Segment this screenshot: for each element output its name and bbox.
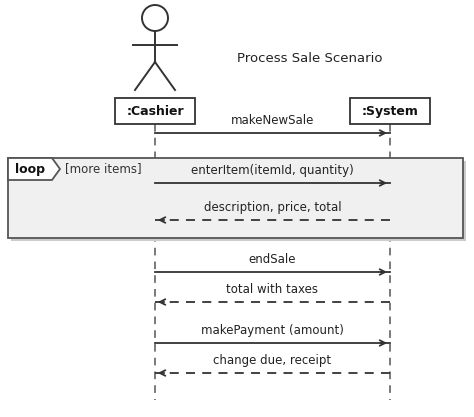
Text: enterItem(itemId, quantity): enterItem(itemId, quantity) — [191, 164, 354, 177]
Bar — [11, 161, 466, 241]
Text: Process Sale Scenario: Process Sale Scenario — [237, 52, 383, 65]
Text: loop: loop — [15, 163, 45, 176]
Text: description, price, total: description, price, total — [204, 201, 341, 214]
Bar — [115, 98, 195, 124]
Text: total with taxes: total with taxes — [227, 283, 319, 296]
Text: [more items]: [more items] — [65, 163, 142, 176]
Polygon shape — [8, 158, 60, 180]
Text: makePayment (amount): makePayment (amount) — [201, 324, 344, 337]
Text: makeNewSale: makeNewSale — [231, 114, 314, 127]
Bar — [8, 158, 463, 238]
Text: :System: :System — [362, 105, 419, 118]
Text: :Cashier: :Cashier — [126, 105, 184, 118]
Bar — [350, 98, 430, 124]
Text: change due, receipt: change due, receipt — [213, 354, 331, 367]
Text: endSale: endSale — [249, 253, 296, 266]
